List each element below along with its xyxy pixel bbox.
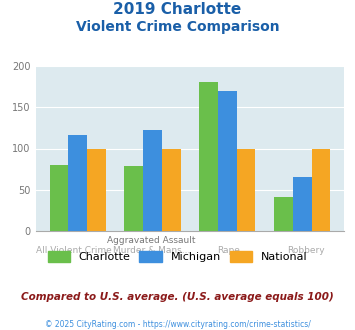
Text: 2019 Charlotte: 2019 Charlotte bbox=[113, 2, 242, 16]
Bar bbox=[143, 130, 162, 231]
Bar bbox=[199, 82, 218, 231]
Bar bbox=[312, 148, 330, 231]
Text: © 2025 CityRating.com - https://www.cityrating.com/crime-statistics/: © 2025 CityRating.com - https://www.city… bbox=[45, 320, 310, 329]
Bar bbox=[237, 148, 256, 231]
Text: Violent Crime Comparison: Violent Crime Comparison bbox=[76, 20, 279, 34]
Bar bbox=[293, 178, 312, 231]
Text: Aggravated Assault: Aggravated Assault bbox=[107, 236, 196, 245]
Bar bbox=[87, 148, 106, 231]
Bar bbox=[50, 165, 68, 231]
Text: Robbery: Robbery bbox=[287, 246, 324, 255]
Text: Compared to U.S. average. (U.S. average equals 100): Compared to U.S. average. (U.S. average … bbox=[21, 292, 334, 302]
Bar bbox=[274, 197, 293, 231]
Bar bbox=[68, 135, 87, 231]
Bar bbox=[124, 166, 143, 231]
Text: Murder & Mans...: Murder & Mans... bbox=[113, 246, 190, 255]
Text: Rape: Rape bbox=[217, 246, 240, 255]
Bar bbox=[162, 148, 181, 231]
Legend: Charlotte, Michigan, National: Charlotte, Michigan, National bbox=[43, 247, 312, 267]
Bar bbox=[218, 91, 237, 231]
Text: All Violent Crime: All Violent Crime bbox=[36, 246, 112, 255]
